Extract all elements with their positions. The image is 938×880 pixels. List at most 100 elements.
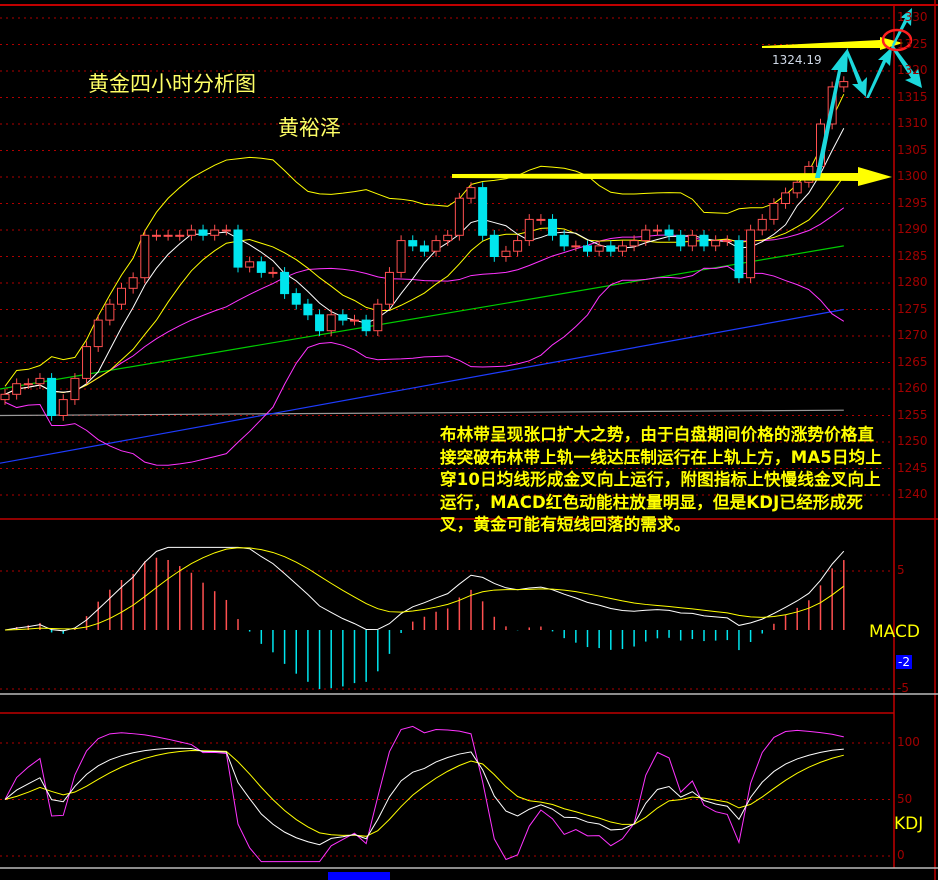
candle <box>384 271 394 305</box>
candle <box>140 234 150 279</box>
kdj-tick-label: 0 <box>897 848 905 862</box>
candle <box>221 229 231 232</box>
candle <box>781 192 791 204</box>
macd-tick-label: -5 <box>897 681 909 695</box>
candle <box>792 181 802 194</box>
kdj-tick-label: 100 <box>897 735 920 749</box>
breakout-arrow-icon <box>892 8 912 46</box>
candle <box>501 250 511 257</box>
analysis-text: 布林带呈现张口扩大之势，由于白盘期间价格的涨势价格直接突破布林带上轨一线达压制运… <box>440 425 883 534</box>
candle <box>699 234 709 247</box>
price-tick-label: 1275 <box>897 301 928 316</box>
price-tick-label: 1310 <box>897 116 928 130</box>
kdj-j-line <box>4 725 844 863</box>
candle <box>175 234 185 237</box>
macd-dif-line <box>4 546 845 632</box>
candle <box>652 229 662 232</box>
candle <box>245 261 255 268</box>
candle <box>641 229 651 242</box>
kdj-tick-label: 50 <box>897 791 913 806</box>
candle <box>117 287 126 305</box>
price-tick-label: 1285 <box>897 248 928 263</box>
kdj-label: KDJ <box>894 814 924 834</box>
price-tick-label: 1245 <box>897 460 928 475</box>
candle <box>617 245 627 252</box>
candle <box>513 240 523 252</box>
price-tick-label: 1240 <box>897 487 928 501</box>
candle <box>536 218 546 221</box>
candle <box>746 229 756 279</box>
candle <box>82 346 92 379</box>
support-arrow-1300 <box>452 167 892 186</box>
candle <box>524 218 534 242</box>
candle <box>350 319 359 322</box>
price-tick-label: 1320 <box>897 63 928 77</box>
highlight-circle <box>881 28 913 52</box>
candle <box>70 377 80 401</box>
candle <box>105 303 115 321</box>
candle <box>548 218 558 236</box>
ma-blue-line <box>0 308 844 464</box>
author-name: 黄裕泽 <box>278 116 341 140</box>
macd-dea-line <box>4 547 845 631</box>
candle <box>186 229 196 236</box>
candle <box>757 218 767 231</box>
candle <box>408 240 418 247</box>
candle <box>722 240 732 243</box>
candle <box>559 234 569 247</box>
uptrend-arrow-icon <box>815 48 848 178</box>
price-tick-label: 1255 <box>897 407 928 422</box>
candle <box>606 245 616 252</box>
candle <box>338 314 348 321</box>
pullback-arrow-icon <box>846 50 867 97</box>
price-tick-label: 1270 <box>897 328 928 342</box>
candle <box>280 271 290 295</box>
candle <box>629 240 639 247</box>
candle <box>373 303 383 332</box>
bollinger-lower-line <box>4 265 845 466</box>
drop-arrow-icon <box>891 45 922 88</box>
candle <box>291 293 301 305</box>
price-tick-label: 1265 <box>897 354 928 369</box>
price-tick-label: 1315 <box>897 89 928 104</box>
candle <box>594 245 604 252</box>
candle <box>23 383 33 386</box>
price-tick-label: 1290 <box>897 222 928 236</box>
candle <box>478 187 488 236</box>
candle <box>711 240 721 247</box>
candle <box>315 314 325 332</box>
price-tick-label: 1280 <box>897 275 928 289</box>
candle <box>583 245 592 252</box>
candle <box>466 187 476 199</box>
candle <box>571 245 581 248</box>
candle <box>396 240 406 273</box>
candle <box>489 234 499 258</box>
candle <box>268 271 278 274</box>
kdj-k-line <box>4 747 844 846</box>
candle <box>47 377 57 416</box>
price-tick-label: 1300 <box>897 169 928 183</box>
candle <box>734 240 744 279</box>
resistance-arrow-1325 <box>762 37 903 50</box>
candle <box>58 399 68 417</box>
candle <box>0 393 10 401</box>
candle <box>35 377 45 385</box>
candle <box>839 81 849 88</box>
time-cursor-label <box>328 872 390 880</box>
ma-green-line <box>0 245 844 390</box>
candle <box>256 261 266 273</box>
candle <box>431 240 441 252</box>
price-tick-label: 1260 <box>897 381 928 395</box>
kdj-d-line <box>4 749 844 837</box>
candle <box>419 245 429 252</box>
candle <box>454 197 464 236</box>
price-high-label: 1324.19 <box>772 53 822 67</box>
candle <box>12 383 22 395</box>
candle <box>93 319 103 348</box>
candle <box>198 229 208 236</box>
candle <box>326 314 336 332</box>
ma-gray-line <box>0 409 844 417</box>
candle <box>303 303 313 316</box>
